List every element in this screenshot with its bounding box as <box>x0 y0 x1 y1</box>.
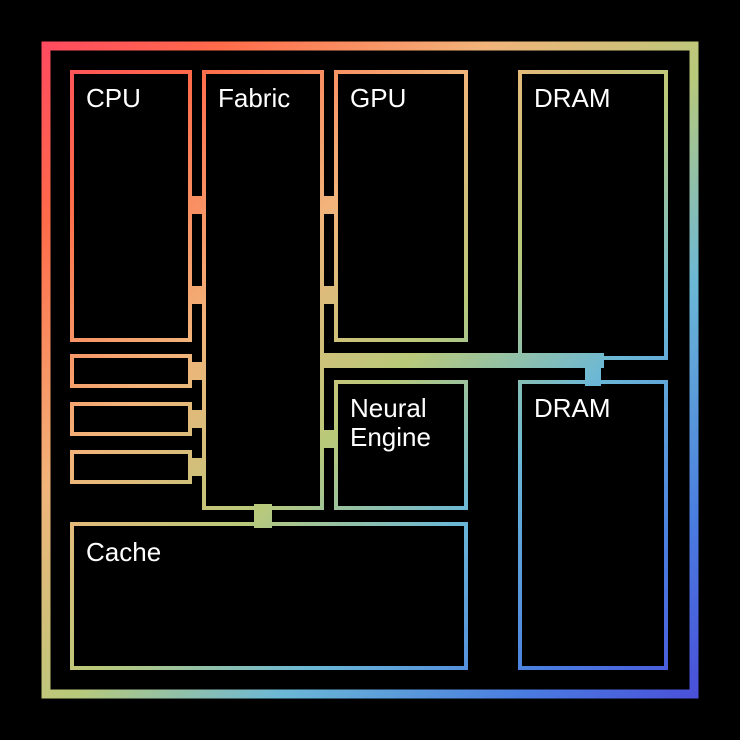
gpu-label: GPU <box>350 84 406 113</box>
cache-label: Cache <box>86 538 161 567</box>
neural-label: Neural Engine <box>350 394 431 451</box>
fabric-label: Fabric <box>218 84 290 113</box>
cpu-label: CPU <box>86 84 141 113</box>
dram2-label: DRAM <box>534 394 611 423</box>
dram1-label: DRAM <box>534 84 611 113</box>
chip-diagram: CPU Fabric GPU DRAM Neural Engine DRAM C… <box>0 0 740 740</box>
